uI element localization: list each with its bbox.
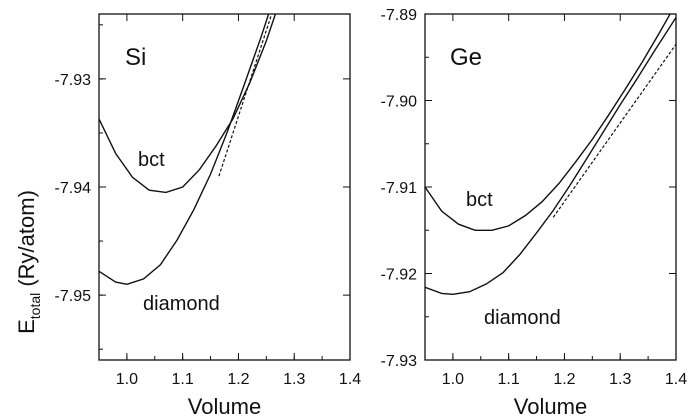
ge-y-tick-label: -7.91: [381, 180, 418, 197]
si-x-tick-label: 1.3: [283, 371, 305, 388]
ge-x-axis-label: Volume: [514, 394, 587, 419]
si-x-tick-label: 1.1: [172, 371, 194, 388]
si-common-tangent-line: [218, 14, 273, 177]
ge-x-tick-label: 1.3: [609, 371, 631, 388]
ge-common-tangent-line: [552, 43, 676, 218]
si-diamond-curve: [99, 14, 270, 286]
ge-y-tick-label: -7.90: [381, 94, 418, 111]
ge-panel: 1.0 1.1 1.2 1.3 1.4 -7.93 -7.92 -7.91 -7.90 -7.89…: [381, 7, 688, 419]
ge-panel-label: Ge: [450, 44, 482, 71]
ge-y-tick-label: -7.89: [381, 7, 418, 24]
ge-x-tick-label: 1.4: [665, 371, 687, 388]
ge-x-tick-label: 1.0: [442, 371, 464, 388]
ge-bct-curve: [425, 14, 671, 232]
ge-x-tick-label: 1.1: [498, 371, 520, 388]
y-axis-label: Etotal (Ry/atom): [14, 190, 43, 334]
si-y-tick-label: -7.94: [55, 180, 92, 197]
si-y-tick-label: -7.95: [55, 288, 92, 305]
ge-diamond-label: diamond: [484, 307, 561, 329]
si-x-tick-label: 1.4: [339, 371, 361, 388]
si-x-tick-label: 1.2: [227, 371, 249, 388]
ge-diamond-curve: [425, 17, 676, 296]
si-panel: 1.0 1.1 1.2 1.3 1.4 -7.95 -7.94 -7.93 Volume Si bc…: [55, 13, 361, 419]
si-panel-label: Si: [125, 44, 146, 71]
si-x-tick-label: 1.0: [116, 371, 138, 388]
ge-x-tick-label: 1.2: [553, 371, 575, 388]
si-x-axis-label: Volume: [188, 394, 261, 419]
si-y-tick-label: -7.93: [55, 72, 92, 89]
si-bct-label: bct: [138, 149, 165, 171]
ge-y-tick-label: -7.93: [381, 353, 418, 370]
ge-bct-label: bct: [466, 189, 493, 211]
ge-y-tick-label: -7.92: [381, 267, 418, 284]
si-diamond-label: diamond: [143, 293, 220, 315]
si-bct-curve: [99, 14, 277, 194]
